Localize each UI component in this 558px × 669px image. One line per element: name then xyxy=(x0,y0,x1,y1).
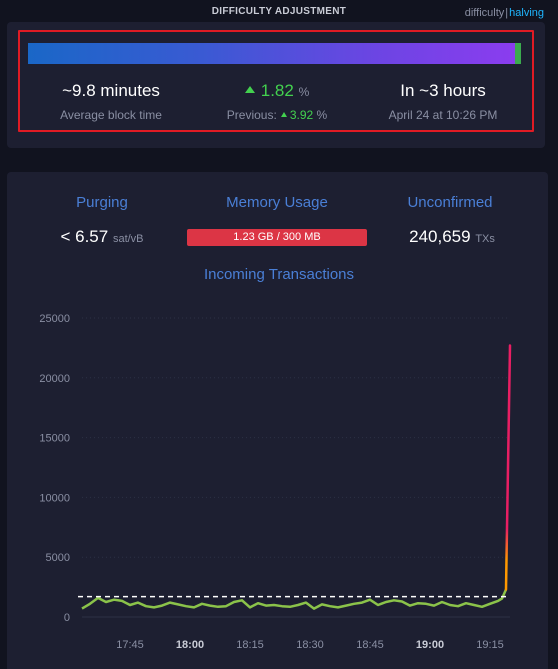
arrow-up-small-icon xyxy=(280,112,287,117)
header-links: difficulty|halving xyxy=(465,7,544,19)
difficulty-header: DIFFICULTY ADJUSTMENT difficulty|halving xyxy=(0,0,558,22)
unconfirmed-stat: 240,659 TXs xyxy=(390,227,514,247)
x-tick-label: 17:45 xyxy=(116,639,144,651)
difficulty-change-stat: 1.82 % Previous: 3.92 % xyxy=(200,80,354,122)
x-tick-label: 18:00 xyxy=(176,639,204,651)
x-tick-label: 18:15 xyxy=(236,639,264,651)
purging-value: < 6.57 xyxy=(60,227,109,246)
unconfirmed-label: Unconfirmed xyxy=(407,194,493,211)
block-time-label: Average block time xyxy=(60,108,162,122)
mempool-card xyxy=(7,172,548,669)
y-tick-label: 20000 xyxy=(39,373,70,385)
difficulty-title: DIFFICULTY ADJUSTMENT xyxy=(211,6,347,17)
memory-usage-bar: 1.23 GB / 300 MB xyxy=(187,229,367,246)
purging-unit: sat/vB xyxy=(112,233,144,245)
highlight-box xyxy=(18,30,534,132)
y-tick-label: 0 xyxy=(64,612,70,624)
x-tick-label: 18:30 xyxy=(296,639,324,651)
y-tick-label: 10000 xyxy=(39,492,70,504)
difficulty-link[interactable]: difficulty xyxy=(464,7,505,19)
difficulty-change-unit: % xyxy=(298,85,310,99)
memory-usage-label: Memory Usage xyxy=(226,194,328,211)
y-tick-label: 25000 xyxy=(39,313,70,325)
series-line xyxy=(81,588,508,610)
difficulty-progress-bar xyxy=(28,43,525,64)
unconfirmed-unit: TXs xyxy=(475,233,495,245)
previous-unit: % xyxy=(316,108,328,122)
x-tick-label: 19:15 xyxy=(476,639,504,651)
previous-value: 3.92 xyxy=(289,108,314,122)
progress-remaining-segment xyxy=(515,43,521,64)
unconfirmed-value: 240,659 xyxy=(409,227,471,246)
memory-usage-value: 1.23 GB / 300 MB xyxy=(233,231,321,243)
x-tick-label: 19:00 xyxy=(416,639,444,651)
arrow-up-icon xyxy=(244,86,255,93)
progress-end-cap xyxy=(521,43,525,64)
x-tick-label: 18:45 xyxy=(356,639,384,651)
block-time-stat: ~9.8 minutes Average block time xyxy=(38,80,184,122)
y-tick-label: 15000 xyxy=(39,433,70,445)
difficulty-change: 1.82 % xyxy=(200,80,354,102)
purging-stat: < 6.57 sat/vB xyxy=(42,227,162,247)
difficulty-change-value: 1.82 xyxy=(260,81,294,100)
block-time-value: ~9.8 minutes xyxy=(62,81,160,100)
spike-line xyxy=(504,344,512,591)
previous-label: Previous: xyxy=(226,108,277,122)
chart-title: Incoming Transactions xyxy=(203,266,355,283)
eta-date: April 24 at 10:26 PM xyxy=(388,108,498,122)
eta-stat: In ~3 hours April 24 at 10:26 PM xyxy=(366,80,520,122)
link-separator: | xyxy=(505,7,509,19)
y-tick-label: 5000 xyxy=(46,552,70,564)
purging-label: Purging xyxy=(76,194,128,211)
previous-change: Previous: 3.92 % xyxy=(200,108,354,122)
halving-link[interactable]: halving xyxy=(509,7,544,19)
eta-value: In ~3 hours xyxy=(400,81,486,100)
